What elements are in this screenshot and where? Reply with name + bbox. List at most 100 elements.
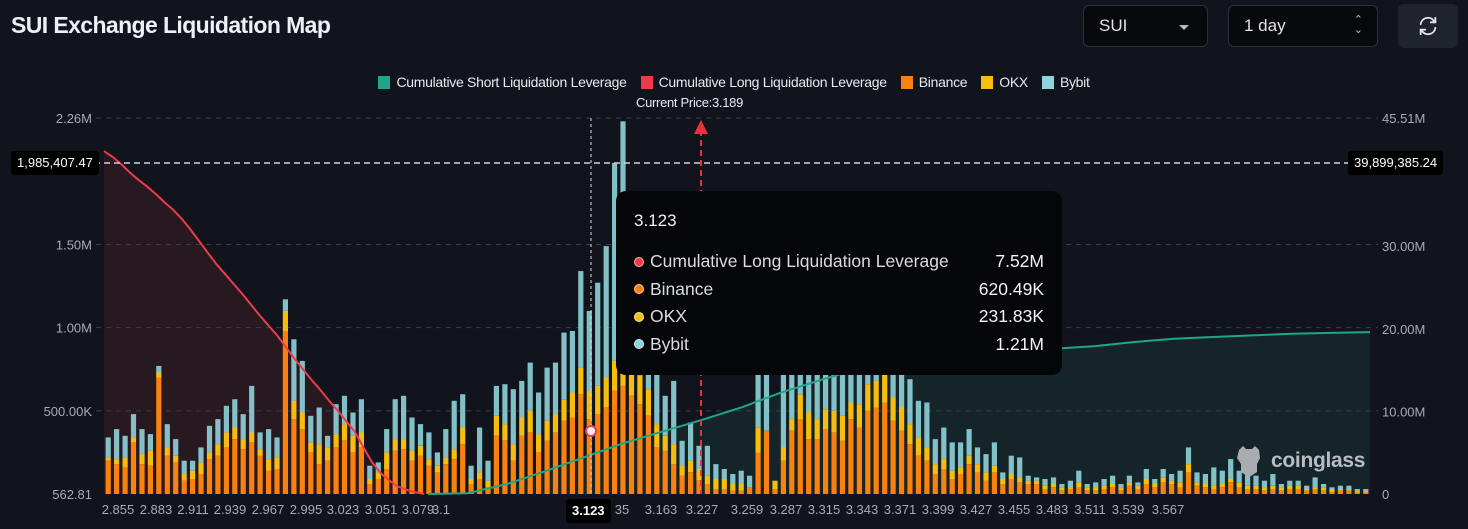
bar-binance <box>206 459 213 494</box>
bar-bybit <box>156 365 162 373</box>
legend-label: Cumulative Long Liquidation Leverage <box>658 74 887 90</box>
bar-bybit <box>924 402 930 448</box>
bar-bybit <box>1270 474 1276 486</box>
bar-binance <box>434 472 440 494</box>
bar-okx <box>417 445 424 456</box>
bar-binance <box>291 419 297 494</box>
bar-okx <box>460 427 466 445</box>
bar-bybit <box>274 437 280 458</box>
bar-binance <box>1295 489 1301 494</box>
bar-binance <box>1270 489 1276 494</box>
bar-okx <box>612 360 618 391</box>
bar-okx <box>806 412 812 440</box>
bar-binance <box>628 395 635 494</box>
bar-binance <box>915 455 921 494</box>
bar-bybit <box>341 395 348 425</box>
bar-bybit <box>1067 480 1073 488</box>
bar-okx <box>114 459 120 465</box>
bar-bybit <box>1084 484 1090 488</box>
bar-bybit <box>561 332 567 400</box>
bar-okx <box>384 452 390 469</box>
bar-binance <box>544 440 550 494</box>
bar-bybit <box>1363 489 1369 491</box>
bar-bybit <box>443 429 449 458</box>
current-price-label: Current Price:3.189 <box>636 95 744 110</box>
bar-okx <box>730 484 736 491</box>
y-right-tick-label: 45.51M <box>1382 111 1425 126</box>
bar-binance <box>122 467 128 494</box>
bar-binance <box>696 480 702 494</box>
bar-okx <box>1337 489 1343 491</box>
bar-binance <box>882 402 888 494</box>
bar-okx <box>316 444 322 465</box>
bar-binance <box>156 377 162 494</box>
bar-okx <box>873 380 879 408</box>
legend-item-bybit[interactable]: Bybit <box>1041 74 1090 90</box>
time-range-select[interactable]: 1 day ⌃ ⌄ <box>1228 5 1378 47</box>
bar-okx <box>1329 489 1335 493</box>
bar-okx <box>1295 485 1301 489</box>
bar-bybit <box>763 322 770 431</box>
bar-okx <box>1346 489 1352 491</box>
bar-okx <box>358 432 364 448</box>
bar-binance <box>865 410 871 494</box>
bar-binance <box>763 430 770 494</box>
bar-binance <box>823 429 829 494</box>
bar-binance <box>932 474 938 494</box>
bar-bybit <box>477 427 483 473</box>
bar-bybit <box>949 442 955 471</box>
bar-bybit <box>1278 484 1284 488</box>
bar-binance <box>645 415 651 494</box>
bar-okx <box>1270 485 1276 489</box>
legend-item-okx[interactable]: OKX <box>981 74 1028 90</box>
legend-item-binance[interactable]: Binance <box>900 74 968 90</box>
bar-okx <box>190 470 196 479</box>
refresh-button[interactable] <box>1398 4 1458 48</box>
bar-okx <box>1118 487 1124 491</box>
bar-binance <box>1346 490 1352 494</box>
bar-bybit <box>333 404 339 435</box>
bar-okx <box>139 454 145 465</box>
bar-okx <box>1143 479 1149 484</box>
bar-bybit <box>434 452 440 466</box>
legend-item-long[interactable]: Cumulative Long Liquidation Leverage <box>640 74 887 90</box>
bar-bybit <box>1135 482 1141 486</box>
bar-bybit <box>308 415 314 443</box>
y-left-tick-label: 1.50M <box>56 237 92 252</box>
bar-okx <box>983 472 989 481</box>
bar-okx <box>1059 487 1065 491</box>
legend-swatch <box>378 75 391 89</box>
bar-bybit <box>1177 470 1183 483</box>
bar-binance <box>552 432 559 494</box>
bar-okx <box>266 459 272 471</box>
bar-bybit <box>1337 485 1343 489</box>
bar-binance <box>485 487 491 494</box>
bar-bybit <box>1312 477 1318 488</box>
bar-bybit <box>164 424 170 448</box>
long-area-fill <box>104 151 425 494</box>
y-right-tick-label: 10.00M <box>1382 404 1425 419</box>
dot-icon <box>634 256 644 267</box>
bar-okx <box>578 367 584 395</box>
bar-okx <box>755 427 761 453</box>
x-tick-label: 2.995 <box>290 502 323 517</box>
bar-okx <box>198 462 204 474</box>
refresh-icon <box>1419 16 1437 36</box>
bar-okx <box>738 484 744 491</box>
bar-bybit <box>1253 475 1259 486</box>
x-tick-label: 35 <box>615 502 629 517</box>
coin-select[interactable]: SUI <box>1083 5 1208 47</box>
bar-binance <box>1329 492 1335 494</box>
bar-binance <box>1110 487 1116 494</box>
tooltip-row: Bybit 1.21M <box>634 331 1044 359</box>
bar-okx <box>215 444 221 456</box>
bar-bybit <box>519 380 525 418</box>
bar-okx <box>890 397 896 421</box>
bar-bybit <box>1143 469 1149 479</box>
bar-okx <box>232 427 238 440</box>
legend-item-short[interactable]: Cumulative Short Liquidation Leverage <box>378 74 627 90</box>
bar-binance <box>1050 487 1057 494</box>
bar-binance <box>1118 490 1124 494</box>
bar-binance <box>1042 489 1048 494</box>
bar-binance <box>620 385 626 494</box>
